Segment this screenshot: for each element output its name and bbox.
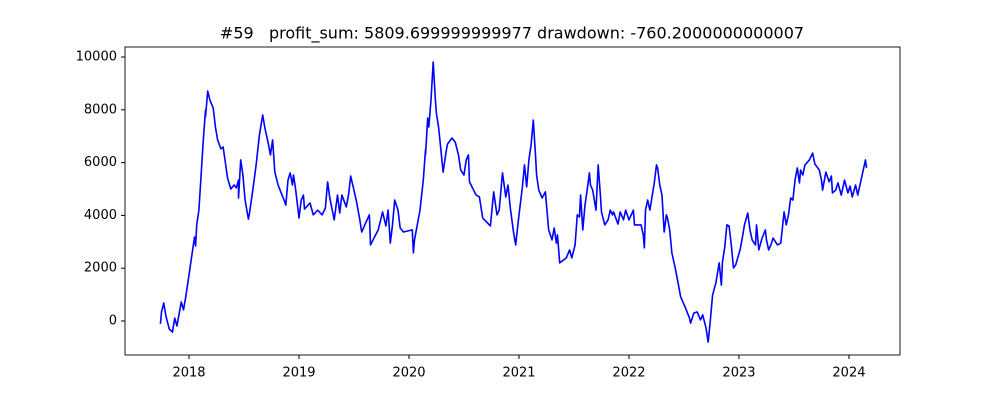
data-line [159,61,868,343]
y-tick-label: 8000 [84,102,117,117]
y-tick-label: 2000 [84,261,117,276]
x-tick-label: 2024 [832,366,865,381]
x-tick-label: 2023 [722,366,755,381]
x-tick-label: 2019 [282,366,315,381]
x-tick-label: 2022 [612,366,645,381]
y-tick-label: 0 [109,313,117,328]
y-tick-label: 4000 [84,208,117,223]
x-tick-label: 2020 [392,366,425,381]
x-tick-label: 2021 [502,366,535,381]
x-tick-label: 2018 [172,366,205,381]
y-tick-label: 6000 [84,155,117,170]
axes-frame [124,46,901,356]
y-tick-label: 10000 [76,50,117,65]
chart-title: #59 profit_sum: 5809.699999999977 drawdo… [220,24,804,44]
